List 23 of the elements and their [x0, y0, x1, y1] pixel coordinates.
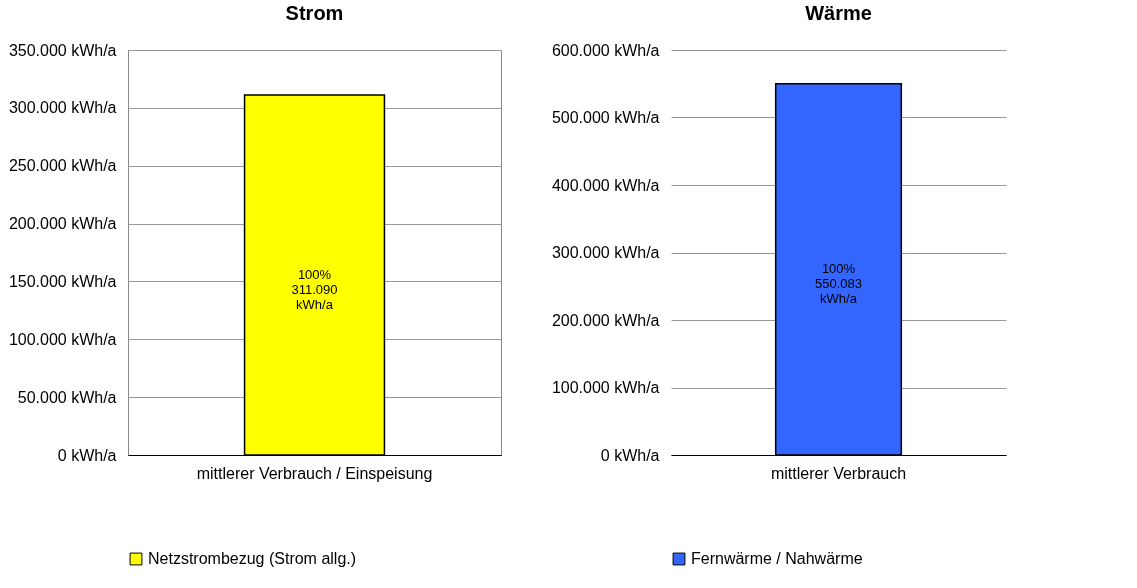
legend-label: Fernwärme / Nahwärme [691, 550, 863, 567]
y-tick-label: 300.000 kWh/a [551, 244, 660, 261]
y-tick-label: 150.000 kWh/a [8, 272, 117, 290]
chart-title: Strom [285, 2, 344, 24]
y-tick-label: 50.000 kWh/a [17, 388, 117, 406]
y-tick-label: 100.000 kWh/a [8, 330, 117, 348]
y-tick-label: 250.000 kWh/a [8, 157, 117, 175]
y-tick-label: 300.000 kWh/a [8, 99, 117, 117]
x-tick-label: mittlerer Verbrauch [770, 464, 907, 482]
y-tick-label: 200.000 kWh/a [551, 311, 660, 329]
legend-label: Netzstrombezug (Strom allg.) [148, 550, 357, 567]
y-tick-label: 600.000 kWh/a [551, 41, 660, 59]
y-tick-label: 0 kWh/a [600, 446, 660, 464]
y-tick-label: 200.000 kWh/a [8, 215, 117, 233]
y-tick-label: 100.000 kWh/a [551, 379, 660, 396]
y-tick-label: 0 kWh/a [57, 446, 117, 464]
x-tick-label: mittlerer Verbrauch / Einspeisung [196, 464, 433, 482]
y-tick-label: 350.000 kWh/a [8, 41, 117, 59]
chart-title: Wärme [805, 2, 872, 24]
data-label: 100% 311.090 kWh/a [291, 267, 338, 313]
y-tick-label: 400.000 kWh/a [551, 176, 660, 194]
data-label: 100% 550.083 kWh/a [815, 261, 862, 307]
y-tick-label: 500.000 kWh/a [551, 109, 660, 126]
